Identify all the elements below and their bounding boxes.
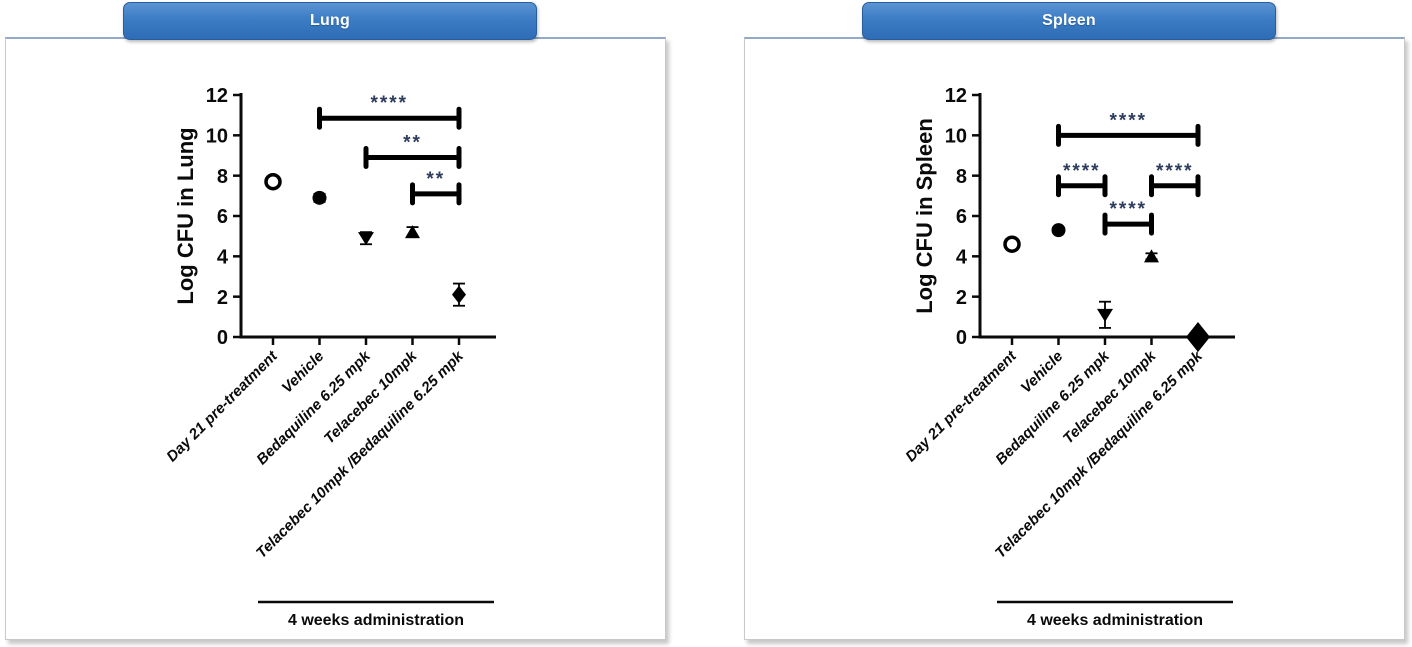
y-tick-label: 8 xyxy=(217,166,228,188)
y-tick-label: 4 xyxy=(956,247,968,269)
data-point-marker-open-circle xyxy=(264,172,282,191)
footer-label: 4 weeks administration xyxy=(1027,612,1203,629)
data-point-marker-triangle-up xyxy=(1144,249,1159,263)
data-point-marker-triangle-down xyxy=(1097,308,1113,322)
footer-label: 4 weeks administration xyxy=(288,612,464,629)
significance-label: **** xyxy=(370,93,408,114)
y-tick-label: 12 xyxy=(206,85,228,107)
panel-spleen: Spleen 0 2 4 6 8 10 12 Log CFU in Spleen Day 21 … xyxy=(744,2,1407,644)
panel-header-spleen: Spleen xyxy=(862,2,1276,40)
panel-title-spleen: Spleen xyxy=(1042,12,1096,29)
y-tick-label: 10 xyxy=(206,126,228,148)
data-point-marker-filled-circle xyxy=(1051,223,1066,238)
y-tick-label: 0 xyxy=(956,327,967,349)
y-axis-title: Log CFU in Spleen xyxy=(912,118,937,314)
panel-header-lung: Lung xyxy=(123,2,537,40)
significance-label: ** xyxy=(426,169,445,190)
panel-card-lung: 0 2 4 6 8 10 12 Log CFU in Lung Day 21 pre-treat… xyxy=(5,37,666,640)
data-point-marker-triangle-down xyxy=(358,232,374,246)
data-point-marker-diamond xyxy=(452,285,466,304)
y-tick-label: 12 xyxy=(945,85,967,107)
panel-card-spleen: 0 2 4 6 8 10 12 Log CFU in Spleen Day 21 pre-tre… xyxy=(744,37,1405,640)
y-tick-label: 2 xyxy=(956,287,967,309)
significance-label: **** xyxy=(1156,161,1194,182)
y-tick-label: 10 xyxy=(945,126,967,148)
y-tick-label: 6 xyxy=(217,206,228,228)
y-tick-label: 8 xyxy=(956,166,967,188)
y-tick-label: 4 xyxy=(217,247,229,269)
data-point-marker-filled-circle xyxy=(312,190,327,205)
significance-label: ** xyxy=(403,133,422,154)
significance-label: **** xyxy=(1109,199,1147,220)
significance-label: **** xyxy=(1063,161,1101,182)
y-axis-title: Log CFU in Lung xyxy=(173,127,198,304)
panel-lung: Lung 0 2 4 6 8 10 12 Log CFU in Lung Day 21 pre-… xyxy=(5,2,668,644)
data-point-marker-triangle-up xyxy=(405,225,420,239)
panel-title-lung: Lung xyxy=(310,12,350,29)
y-tick-label: 6 xyxy=(956,206,967,228)
data-point-marker-open-circle xyxy=(1003,235,1021,253)
significance-label: **** xyxy=(1109,110,1147,131)
y-tick-label: 2 xyxy=(217,287,228,309)
y-tick-label: 0 xyxy=(217,327,228,349)
data-point-marker-diamond-large xyxy=(1186,322,1210,352)
